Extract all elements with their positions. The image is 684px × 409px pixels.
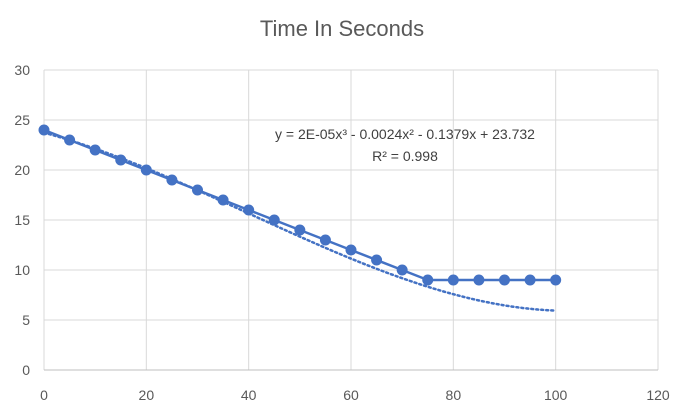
data-point (550, 274, 562, 286)
x-tick-label: 20 (139, 387, 155, 403)
data-point (499, 274, 510, 286)
data-point (166, 174, 178, 186)
y-tick-label: 30 (14, 62, 30, 78)
x-tick-label: 40 (241, 387, 257, 403)
data-point (115, 154, 127, 166)
x-tick-label: 80 (446, 387, 462, 403)
y-tick-label: 15 (14, 212, 30, 228)
y-tick-label: 0 (22, 362, 30, 378)
data-point (371, 254, 383, 266)
data-point (217, 194, 229, 206)
data-point (422, 274, 434, 286)
data-point (192, 184, 203, 196)
data-point (89, 144, 101, 156)
trendline-equation: y = 2E-05x³ - 0.0024x² - 0.1379x + 23.73… (275, 126, 535, 142)
data-point (345, 244, 357, 256)
trendline (42, 131, 557, 312)
x-tick-label: 120 (646, 387, 670, 403)
x-tick-label: 60 (343, 387, 359, 403)
y-tick-label: 20 (14, 162, 30, 178)
data-point (473, 274, 485, 286)
data-point (396, 264, 408, 276)
x-tick-label: 0 (40, 387, 48, 403)
data-point (38, 124, 50, 136)
data-point (268, 214, 280, 226)
r-squared-label: R² = 0.998 (372, 148, 438, 164)
data-point (140, 164, 152, 176)
data-point (447, 274, 459, 286)
y-tick-label: 10 (14, 262, 30, 278)
series-line (43, 128, 556, 282)
data-point (524, 274, 536, 286)
y-tick-label: 25 (14, 112, 30, 128)
chart-title: Time In Seconds (259, 16, 425, 41)
data-point (243, 204, 255, 216)
data-point (294, 224, 306, 236)
x-tick-label: 100 (544, 387, 568, 403)
y-tick-label: 5 (22, 312, 30, 328)
data-point (319, 234, 331, 246)
data-point (64, 134, 76, 146)
